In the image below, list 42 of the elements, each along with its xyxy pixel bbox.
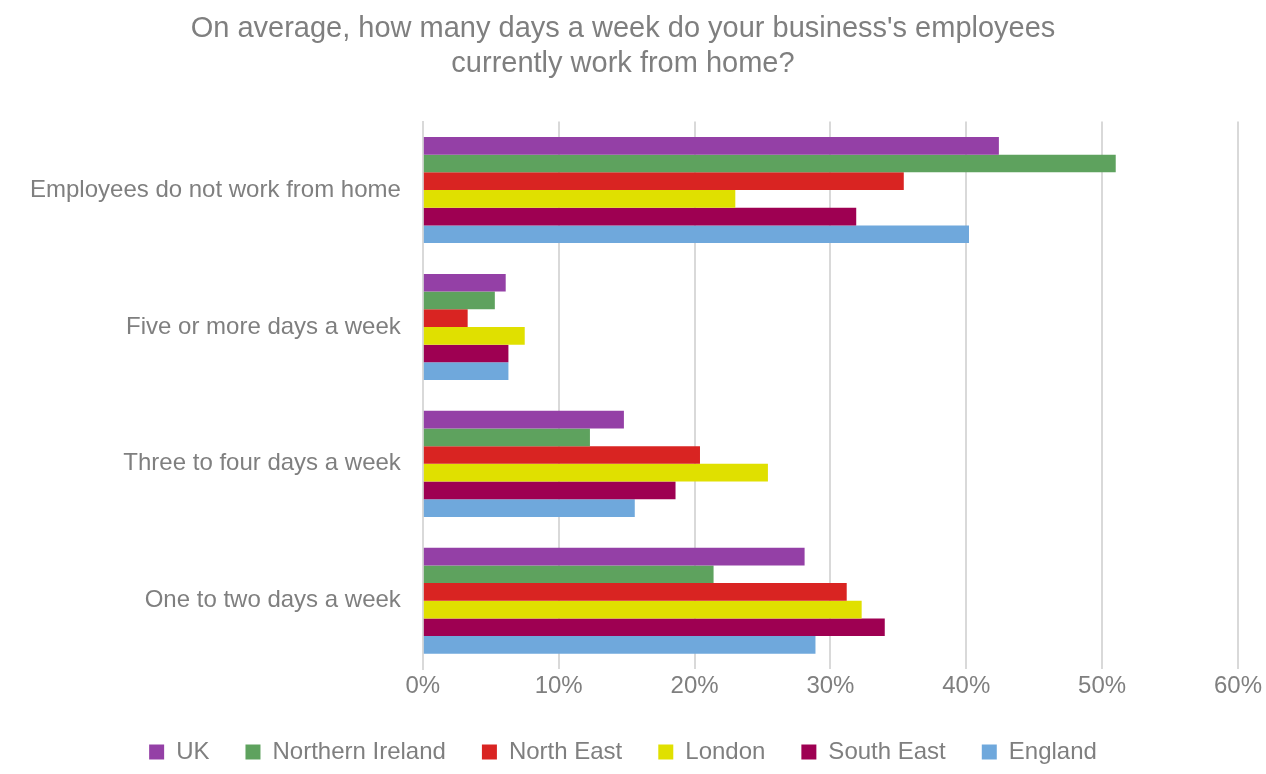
bar [423,291,495,310]
bar [423,344,509,363]
legend-label: South East [828,736,947,764]
x-tick-label: 0% [405,671,441,699]
bar [423,137,999,155]
bar [423,499,635,517]
bar [423,326,525,345]
legend-label: London [685,736,766,764]
bar [423,565,714,584]
x-tick-label: 60% [1213,671,1263,699]
bar [423,618,885,637]
x-tick-label: 30% [806,671,855,699]
bar [423,225,969,244]
bar [423,154,1116,173]
bar [423,446,700,464]
y-tick-label: Three to four days a week [123,448,402,476]
bar [423,600,862,619]
x-tick-label: 10% [534,671,583,699]
y-tick-label: Five or more days a week [126,311,402,339]
legend-label: Northern Ireland [272,736,446,764]
bar [423,273,506,292]
y-tick-label: Employees do not work from home [30,174,401,202]
bar [423,190,736,208]
bar [423,309,468,327]
bar [423,207,857,226]
x-tick-label: 40% [942,671,991,699]
bar [423,362,509,380]
bar [423,481,676,500]
chart-title: On average, how many days a week do your business's employees currently work from home? [190,11,1056,79]
legend-label: UK [176,736,210,764]
y-tick-label: One to two days a week [144,585,402,613]
bar [423,172,904,191]
x-tick-label: 50% [1078,671,1127,699]
legend-label: England [1008,736,1097,764]
bar [423,463,768,482]
bar [423,410,624,429]
bar [423,547,805,566]
x-tick-label: 20% [670,671,719,699]
bar [423,428,590,447]
bar [423,636,816,654]
bar [423,583,847,601]
legend-label: North East [508,736,623,764]
